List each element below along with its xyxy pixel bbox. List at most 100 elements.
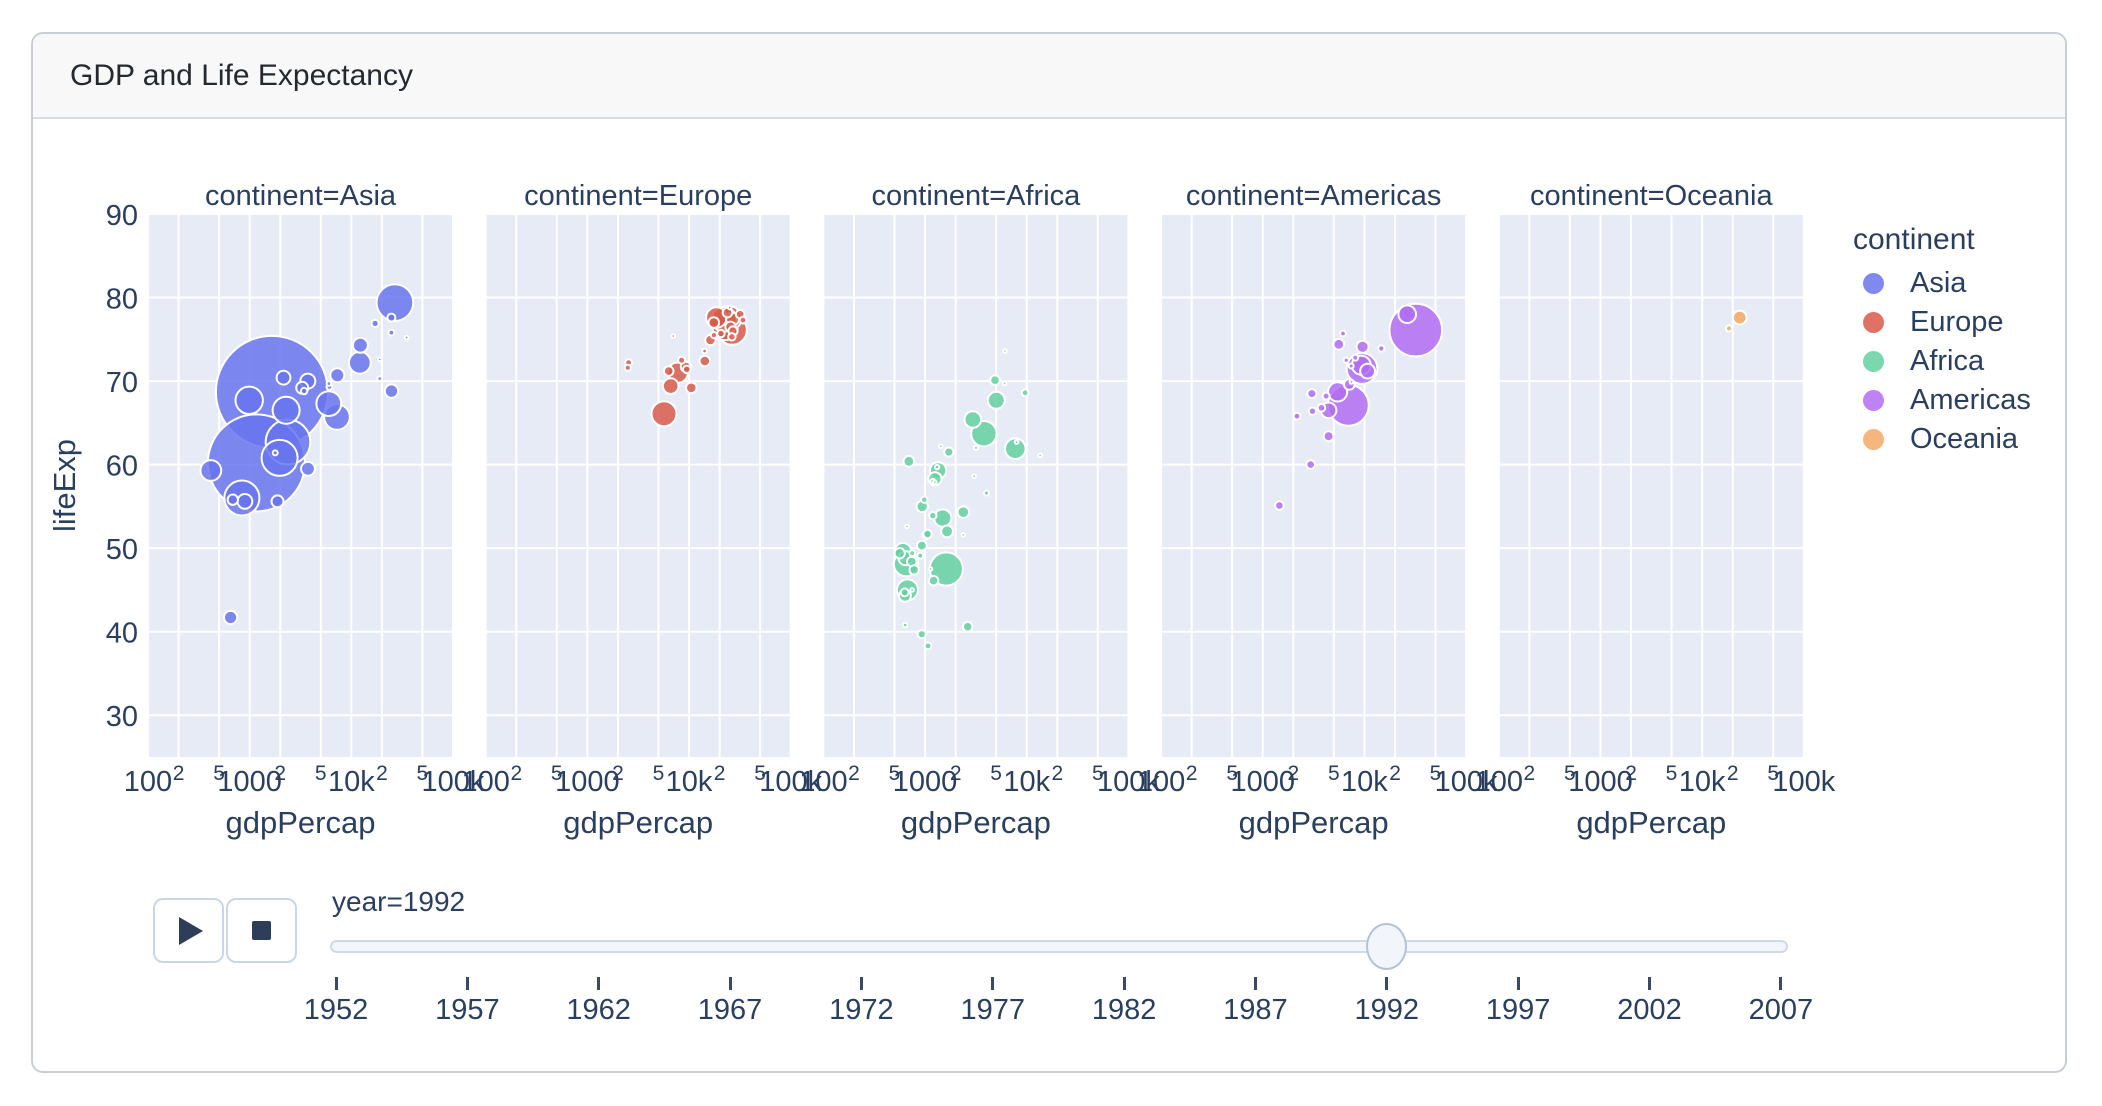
legend-item-oceania[interactable]: Oceania [1853,420,2031,459]
bubble[interactable] [376,375,384,382]
legend-item-europe[interactable]: Europe [1853,303,2031,342]
bubble[interactable] [383,383,400,399]
year-tick-label[interactable]: 1982 [1091,994,1157,1026]
bubble[interactable] [1321,391,1331,401]
year-tick-label[interactable]: 1992 [1354,994,1420,1026]
bubble[interactable] [329,367,346,384]
bubble[interactable] [300,460,316,477]
bubble[interactable] [682,364,692,375]
bubble[interactable] [325,380,333,387]
year-tick-label[interactable]: 1997 [1485,994,1551,1026]
bubble[interactable] [670,333,677,339]
year-tick-label[interactable]: 1972 [829,994,894,1026]
bubble[interactable] [901,621,909,629]
legend-item-americas[interactable]: Americas [1853,381,2031,420]
bubble[interactable] [315,390,343,418]
play-button[interactable] [153,898,224,963]
year-tick-label[interactable]: 1977 [960,994,1025,1026]
bubble[interactable] [1020,388,1030,398]
year-slider-track[interactable] [330,940,1788,953]
bubble[interactable] [971,473,978,480]
year-tick-label[interactable]: 1962 [566,994,631,1026]
bubble[interactable] [1292,411,1302,421]
bubble[interactable] [275,369,292,386]
bubble[interactable] [662,365,675,377]
bubble[interactable] [234,385,264,415]
bubble[interactable] [916,551,925,560]
year-tick-label[interactable]: 1957 [435,994,500,1026]
year-tick-label[interactable]: 1967 [697,994,763,1026]
bubble[interactable] [922,528,933,540]
year-tick-label[interactable]: 2007 [1748,994,1814,1026]
bubble[interactable] [347,350,372,375]
bubble[interactable] [698,354,712,368]
bubble[interactable] [1342,356,1350,364]
bubble[interactable] [1339,329,1347,338]
bubble[interactable] [370,318,380,328]
bubble[interactable] [973,444,979,451]
bubble[interactable] [923,641,933,651]
year-slider-handle[interactable] [1366,923,1408,970]
bubble[interactable] [650,400,678,428]
bubble[interactable] [661,377,680,395]
bubble[interactable] [1001,380,1008,387]
bubble[interactable] [271,449,279,457]
bubble[interactable] [1305,459,1316,470]
bubble[interactable] [1348,379,1355,385]
bubble[interactable] [1306,388,1318,400]
bubble[interactable] [716,328,726,339]
bubble[interactable] [677,355,687,365]
bubble[interactable] [1332,337,1346,351]
facet-panel-americas[interactable] [1161,214,1467,757]
bubble[interactable] [1004,437,1027,461]
bubble[interactable] [893,547,906,560]
bubble[interactable] [938,443,944,450]
bubble[interactable] [726,304,733,311]
bubble[interactable] [909,587,915,593]
bubble[interactable] [943,446,955,458]
bubble[interactable] [707,316,721,329]
bubble[interactable] [963,410,983,429]
bubble[interactable] [899,587,910,598]
bubble[interactable] [236,493,254,510]
bubble[interactable] [904,523,910,530]
bubble[interactable] [223,609,239,626]
bubble[interactable] [1347,362,1355,370]
bubble[interactable] [1307,406,1318,416]
bubble[interactable] [1316,403,1327,413]
bubble[interactable] [1327,381,1349,403]
bubble[interactable] [961,620,974,633]
bubble[interactable] [1002,348,1008,354]
year-tick-label[interactable]: 2002 [1617,994,1682,1026]
bubble[interactable] [1013,439,1020,446]
bubble[interactable] [226,493,240,506]
bubble[interactable] [377,356,383,363]
bubble[interactable] [727,332,737,342]
stop-button[interactable] [226,898,297,963]
legend-item-asia[interactable]: Asia [1853,264,2031,303]
bubble[interactable] [1274,500,1285,511]
bubble[interactable] [623,363,632,372]
bubble[interactable] [932,479,938,486]
bubble[interactable] [701,347,708,355]
bubble[interactable] [351,336,369,354]
bubble[interactable] [928,510,938,521]
bubble[interactable] [1351,353,1360,362]
bubble[interactable] [916,629,927,640]
bubble[interactable] [927,574,940,587]
bubble[interactable] [916,539,928,552]
facet-panel-africa[interactable] [823,214,1129,757]
bubble[interactable] [199,459,223,482]
bubble[interactable] [989,374,1001,387]
bubble[interactable] [956,505,971,520]
bubble[interactable] [260,438,299,477]
bubble[interactable] [1731,309,1748,326]
bubble[interactable] [960,532,967,538]
bubble[interactable] [1377,344,1386,353]
bubble[interactable] [386,312,397,323]
bubble[interactable] [908,549,917,558]
bubble[interactable] [920,495,929,504]
bubble[interactable] [709,331,719,340]
bubble[interactable] [403,334,410,341]
bubble[interactable] [1322,430,1335,443]
